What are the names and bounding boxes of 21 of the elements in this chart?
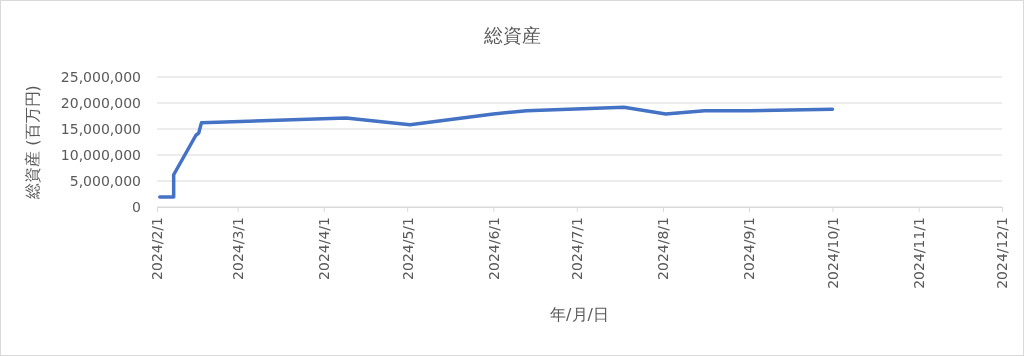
x-tick-label: 2024/10/1 — [824, 217, 841, 289]
x-axis-title: 年/月/日 — [550, 305, 609, 324]
y-axis-title: 総資産 (百万円) — [23, 85, 42, 200]
x-tick-label: 2024/2/1 — [149, 217, 166, 280]
y-tick-label: 20,000,000 — [60, 94, 141, 111]
x-tick-label: 2024/5/1 — [399, 217, 416, 280]
chart-title: 総資産 — [482, 24, 541, 46]
y-tick-label: 25,000,000 — [60, 68, 141, 85]
x-tick-label: 2024/6/1 — [485, 217, 502, 280]
x-tick-label: 2024/9/1 — [741, 217, 758, 280]
x-tick-label: 2024/8/1 — [655, 217, 672, 280]
x-tick-label: 2024/11/1 — [911, 217, 928, 289]
x-tick-label: 2024/12/1 — [994, 217, 1011, 289]
line-series — [158, 105, 835, 199]
x-tick-label: 2024/3/1 — [230, 217, 247, 280]
y-tick-label: 5,000,000 — [69, 172, 141, 189]
x-tick-label: 2024/4/1 — [316, 217, 333, 280]
x-tick-label: 2024/7/1 — [569, 217, 586, 280]
y-tick-label: 15,000,000 — [60, 120, 141, 137]
y-tick-label: 10,000,000 — [60, 146, 141, 163]
y-tick-label: 0 — [132, 198, 141, 215]
